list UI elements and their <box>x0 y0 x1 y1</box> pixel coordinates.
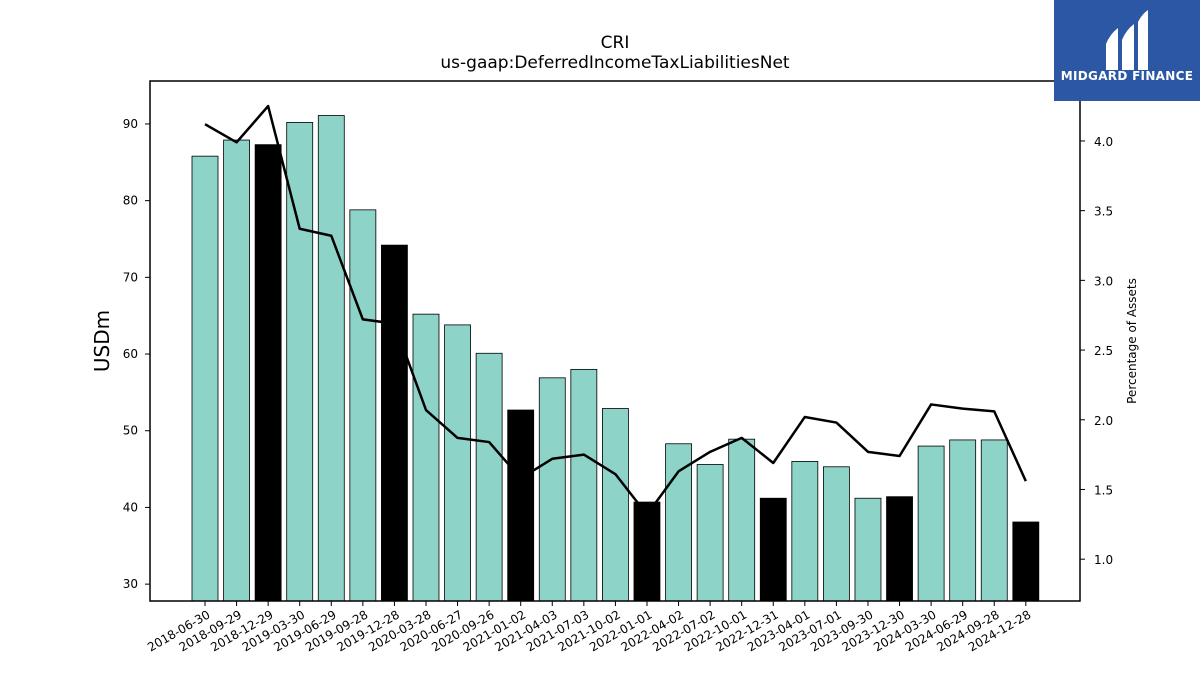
bar <box>317 115 345 602</box>
bar <box>507 409 535 602</box>
y-tick-label: 60 <box>123 347 138 361</box>
bar <box>570 368 598 602</box>
bar <box>381 244 408 602</box>
bar <box>633 501 661 602</box>
logo-mark-icon <box>1106 10 1148 70</box>
series-line <box>204 104 1027 516</box>
bar <box>791 461 819 602</box>
bar <box>728 438 756 602</box>
y2-tick-label: 3.5 <box>1094 205 1113 219</box>
y2-tick-label: 4.0 <box>1094 135 1113 149</box>
y2-tick-label: 3.0 <box>1094 274 1113 288</box>
y-tick-label: 90 <box>123 117 138 131</box>
logo: MIDGARD FINANCE <box>1054 0 1200 101</box>
bar <box>759 497 787 602</box>
bar <box>917 445 945 602</box>
y-tick-label: 40 <box>123 500 138 514</box>
bar <box>191 155 219 602</box>
y-axis-label: USDm <box>90 310 114 372</box>
chart-subtitle: us-gaap:DeferredIncomeTaxLiabilitiesNet <box>440 53 790 73</box>
bar <box>949 439 977 602</box>
bar <box>696 464 724 602</box>
right-axis: 1.0 1.5 2.0 2.5 3.0 3.5 4.0 <box>1080 135 1113 567</box>
left-axis: 30 40 50 60 70 80 90 <box>123 117 150 591</box>
bar <box>854 497 882 602</box>
bar <box>254 144 282 602</box>
bar <box>823 466 850 602</box>
y-tick-label: 70 <box>123 270 138 284</box>
y2-axis-label: Percentage of Assets <box>1125 278 1139 404</box>
y2-tick-label: 2.5 <box>1094 344 1113 358</box>
y2-tick-label: 2.0 <box>1094 414 1113 428</box>
bar <box>538 377 566 602</box>
y2-tick-label: 1.5 <box>1094 483 1113 497</box>
bar <box>412 313 440 602</box>
y-tick-label: 30 <box>123 577 138 591</box>
x-axis: 2018-06-302018-09-292018-12-292019-03-30… <box>145 601 1033 654</box>
logo-text: MIDGARD FINANCE <box>1061 69 1193 83</box>
bar <box>286 122 314 602</box>
y-tick-label: 50 <box>123 424 138 438</box>
chart-title: CRI <box>601 33 630 53</box>
bar <box>444 324 471 602</box>
bar-group <box>191 115 1040 602</box>
bar <box>223 139 250 602</box>
bar <box>980 439 1008 602</box>
y2-tick-label: 1.0 <box>1094 553 1113 567</box>
bar <box>1012 521 1040 602</box>
bar <box>665 443 692 602</box>
bar <box>349 209 377 602</box>
bar <box>602 408 629 602</box>
y-tick-label: 80 <box>123 194 138 208</box>
bar <box>886 496 913 602</box>
bar <box>475 352 503 602</box>
